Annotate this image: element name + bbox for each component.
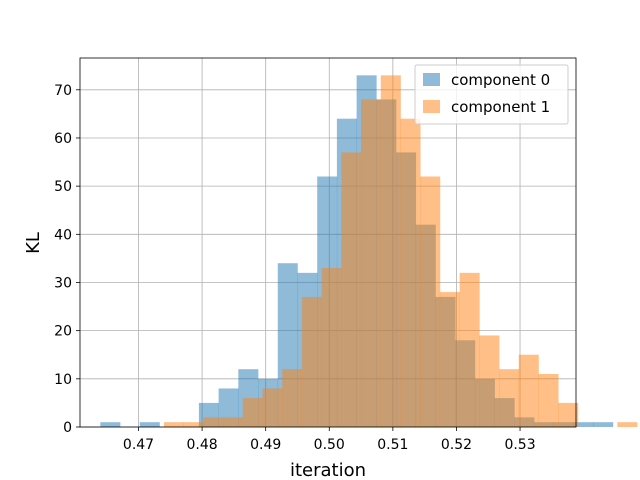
histogram-bar	[538, 374, 559, 427]
histogram-bar	[203, 417, 224, 427]
x-tick-label: 0.47	[123, 437, 154, 453]
axis-ticks: 0.47 0.48 0.49 0.50 0.51 0.52 0.53 0 10 20 30 40 50 6…	[54, 83, 535, 453]
y-tick-label: 0	[63, 420, 72, 436]
y-axis-label: KL	[23, 232, 44, 254]
legend-label-component-1: component 1	[451, 98, 550, 116]
histogram-bar	[262, 388, 283, 427]
histogram-bar	[439, 292, 460, 427]
histogram-bar	[301, 296, 322, 427]
plot-frame	[79, 57, 577, 428]
y-tick-label: 30	[54, 275, 72, 291]
x-tick-label: 0.52	[441, 437, 472, 453]
histogram-bar	[183, 422, 204, 427]
histogram-bar	[518, 354, 539, 427]
series-component-1	[163, 75, 638, 428]
y-tick-label: 40	[54, 227, 72, 243]
histogram-bar	[341, 152, 362, 427]
histogram-bar	[242, 398, 263, 427]
y-tick-label: 70	[54, 83, 72, 99]
histogram-bar	[361, 99, 382, 428]
histogram-bar	[223, 417, 244, 427]
histogram-bar	[282, 369, 303, 427]
histogram-bar	[139, 422, 160, 427]
y-tick-label: 10	[54, 372, 72, 388]
legend-swatch-component-1	[423, 100, 440, 113]
histogram-bar	[400, 118, 421, 427]
y-tick-label: 20	[54, 324, 72, 340]
histogram-bar	[499, 369, 520, 427]
histogram-bar	[459, 272, 480, 427]
legend-box	[414, 64, 569, 125]
histogram-bar	[321, 268, 342, 427]
x-tick-label: 0.49	[250, 437, 281, 453]
histogram-bar	[617, 422, 638, 427]
histogram-bar	[573, 422, 594, 427]
x-tick-label: 0.53	[504, 437, 535, 453]
legend-swatch-component-0	[423, 73, 440, 86]
histogram-bar	[593, 422, 614, 427]
x-tick-label: 0.48	[187, 437, 218, 453]
legend: component 0 component 1	[414, 64, 569, 125]
histogram-bar	[479, 335, 500, 427]
x-tick-label: 0.51	[377, 437, 408, 453]
histogram-bar	[163, 422, 184, 427]
histogram-bar	[420, 176, 441, 427]
histogram-bar	[100, 422, 121, 427]
histogram-bar	[380, 75, 401, 427]
y-tick-label: 50	[54, 179, 72, 195]
y-tick-label: 60	[54, 131, 72, 147]
histogram-bar	[558, 402, 579, 427]
x-tick-label: 0.50	[314, 437, 345, 453]
x-axis-label: iteration	[290, 460, 366, 480]
legend-label-component-0: component 0	[451, 71, 550, 89]
